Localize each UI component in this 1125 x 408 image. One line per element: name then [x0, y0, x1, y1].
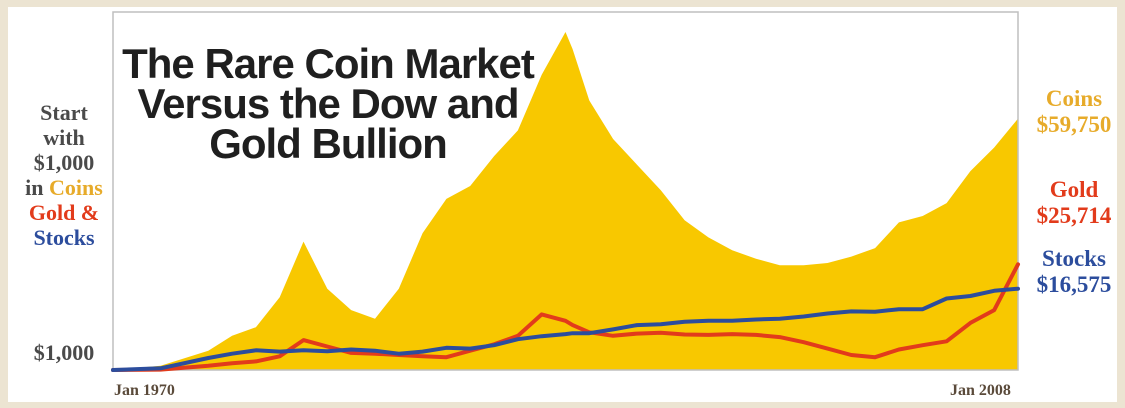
left-label-coins: Coins: [49, 175, 103, 200]
coins-name: Coins: [1045, 86, 1103, 111]
left-label-in-coins: in Coins: [18, 175, 110, 200]
gold-value: $25,714: [1036, 203, 1112, 228]
left-label-amount: $1,000: [33, 150, 95, 175]
coins-value: $59,750: [1036, 112, 1112, 137]
chart-title: The Rare Coin Market Versus the Dow and …: [122, 40, 535, 167]
x-tick-start: Jan 1970: [114, 382, 175, 399]
left-legend-label: Start with $1,000 in Coins Gold & Stocks: [18, 100, 110, 250]
coins-end-label: Coins $59,750: [1028, 86, 1120, 138]
x-tick-end: Jan 2008: [950, 382, 1011, 399]
series-stocks-line: [111, 286, 1020, 372]
left-label-stocks: Stocks: [33, 225, 95, 250]
start-value-label: $1,000: [33, 340, 95, 365]
left-label-in: in: [25, 175, 44, 200]
stocks-value: $16,575: [1036, 272, 1112, 297]
gold-end-label: Gold $25,714: [1028, 177, 1120, 229]
series-coins-area: [113, 32, 1018, 370]
left-label-start: Start: [40, 100, 88, 125]
series-gold-line: [111, 262, 1020, 372]
stocks-end-label: Stocks $16,575: [1028, 246, 1120, 298]
plot-frame: [112, 11, 1019, 371]
stocks-name: Stocks: [1042, 246, 1106, 271]
gold-name: Gold: [1049, 177, 1099, 202]
left-label-with: with: [43, 125, 85, 150]
left-label-gold: Gold &: [28, 200, 100, 225]
